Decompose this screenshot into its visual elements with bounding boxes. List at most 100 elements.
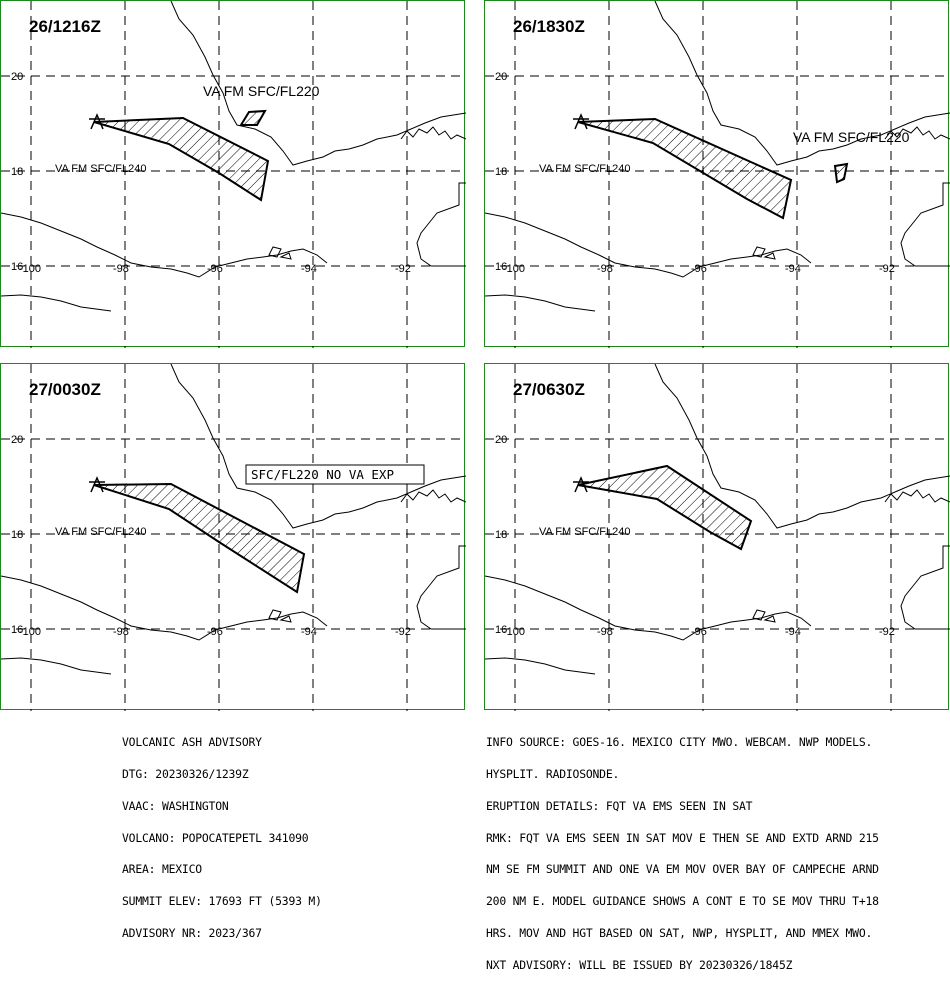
lat-tick-label: 20 [11,434,23,446]
ash-polygon-fl240 [577,464,753,551]
advisory-line: VOLCANIC ASH ADVISORY [122,735,262,750]
va-label-fl240: VA FM SFC/FL240 [55,526,147,538]
advisory-line: ERUPTION DETAILS: FQT VA EMS SEEN IN SAT [486,798,753,813]
lat-tick-label: 20 [11,71,23,83]
ash-polygon-fl240 [93,116,270,202]
map-4: 20 18 16-100 -98 -96 -94 -92 VA FM SFC/FL240 [485,364,950,711]
advisory-line: SUMMIT ELEV: 17693 FT (5393 M) [122,894,322,909]
no-va-label: SFC/FL220 NO VA EXP [251,467,394,482]
no-va-box [245,464,425,485]
coastline [1,575,328,641]
lon-tick-label: -98 [113,263,129,275]
advisory-line: AREA: MEXICO [122,862,202,877]
coastline [485,212,812,278]
lon-tick-label: -94 [785,626,801,638]
coastline [1,657,112,675]
lon-tick-label: -100 [19,626,41,638]
coastline [485,657,596,675]
coastline [485,575,812,641]
forecast-panel-1: 20 18 16 -100 -98 -96 -94 -92 VA FM SFC/FL220 V… [0,0,466,348]
coastline [1,294,112,312]
forecast-panel-4: 20 18 16 -100 -98 -96 -94 -92 VA FM SFC/FL240 2… [484,363,950,711]
coastline [268,246,282,258]
coastline [279,252,292,260]
lon-tick-label: -100 [503,626,525,638]
coastline [654,364,950,529]
lon-tick-label: -92 [395,263,411,275]
lat-tick-label: 20 [495,434,507,446]
lat-tick-label: 18 [11,166,23,178]
va-label-fl240: VA FM SFC/FL240 [539,526,631,538]
lon-tick-label: -98 [113,626,129,638]
va-label-fl240: VA FM SFC/FL240 [55,163,147,175]
coastline [170,1,466,166]
coastline [763,252,776,260]
lon-tick-label: -96 [691,626,707,638]
panel-time: 27/0030Z [29,380,101,399]
lon-tick-label: -96 [207,263,223,275]
lon-tick-label: -92 [879,626,895,638]
advisory-line: DTG: 20230326/1239Z [122,766,249,781]
lon-tick-label: -96 [691,263,707,275]
lon-tick-label: -92 [879,263,895,275]
lat-tick-label: 16 [11,624,23,636]
coastline [752,246,766,258]
coastline [1,212,328,278]
ash-polygon-fl220 [239,109,267,126]
coastline [268,609,282,621]
map-1: 20 18 16-100 -98 -96 -94 -92 VA FM SFC/FL220 V… [1,1,466,348]
coastline [752,609,766,621]
coastline [416,182,466,267]
coastline [400,489,466,503]
coastline [485,294,596,312]
coastline [763,615,776,623]
ash-polygon-fl240 [93,482,306,594]
lat-tick-label: 18 [11,529,23,541]
lon-tick-label: -98 [597,626,613,638]
coastline [170,364,466,529]
forecast-panel-3: 20 18 16 -100 -98 -96 -94 -92 SFC/FL220 NO VA E… [0,363,466,711]
panel-time: 26/1830Z [513,17,585,36]
coastline [654,1,950,166]
advisory-line: RMK: FQT VA EMS SEEN IN SAT MOV E THEN S… [486,830,879,845]
va-label-fl240: VA FM SFC/FL240 [539,163,631,175]
lon-tick-label: -94 [785,263,801,275]
lon-tick-label: -100 [19,263,41,275]
map-3: 20 18 16-100 -98 -96 -94 -92 SFC/FL220 NO VA E… [1,364,466,711]
lon-tick-label: -98 [597,263,613,275]
lat-tick-label: 18 [495,529,507,541]
lon-tick-label: -92 [395,626,411,638]
ash-polygon-fl220 [833,162,849,184]
forecast-panel-2: 20 18 16 -100 -98 -96 -94 -92 VA FM SFC/FL220 V… [484,0,950,348]
lat-tick-label: 16 [495,261,507,273]
advisory-line: HYSPLIT. RADIOSONDE. [486,766,620,781]
advisory-line: NXT ADVISORY: WILL BE ISSUED BY 20230326… [486,957,793,972]
panel-time: 26/1216Z [29,17,101,36]
coastline [884,489,950,503]
advisory-line: ADVISORY NR: 2023/367 [122,925,262,940]
advisory-line: 200 NM E. MODEL GUIDANCE SHOWS A CONT E … [486,894,879,909]
ash-polygon-fl240 [577,117,793,220]
lon-tick-label: -100 [503,263,525,275]
coastline [884,126,950,140]
coastline [900,545,950,630]
panel-time: 27/0630Z [513,380,585,399]
advisory-right: INFO SOURCE: GOES-16. MEXICO CITY MWO. W… [486,716,879,981]
volcano-marker [573,476,589,493]
lat-tick-label: 18 [495,166,507,178]
advisory-line: INFO SOURCE: GOES-16. MEXICO CITY MWO. W… [486,735,873,750]
lat-tick-label: 16 [11,261,23,273]
va-label-fl220: VA FM SFC/FL220 [793,129,910,145]
lat-tick-label: 16 [495,624,507,636]
coastline [416,545,466,630]
lon-tick-label: -96 [207,626,223,638]
lon-tick-label: -94 [301,626,317,638]
lat-tick-label: 20 [495,71,507,83]
advisory-line: VOLCANO: POPOCATEPETL 341090 [122,830,309,845]
advisory-line: VAAC: WASHINGTON [122,798,229,813]
coastline [900,182,950,267]
advisory-line: HRS. MOV AND HGT BASED ON SAT, NWP, HYSP… [486,925,873,940]
lon-tick-label: -94 [301,263,317,275]
coastline [279,615,292,623]
map-2: 20 18 16-100 -98 -96 -94 -92 VA FM SFC/FL220 V… [485,1,950,348]
